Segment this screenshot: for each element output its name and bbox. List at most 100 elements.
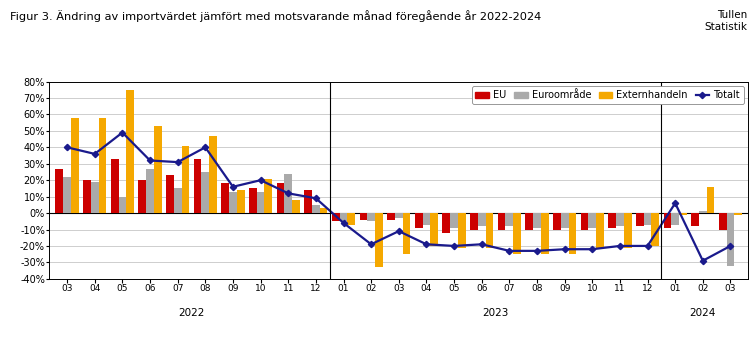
Bar bbox=[442, 213, 451, 233]
Bar bbox=[222, 184, 229, 213]
Bar bbox=[636, 213, 643, 226]
Bar bbox=[360, 213, 367, 220]
Bar bbox=[624, 213, 631, 248]
Bar bbox=[249, 188, 257, 213]
Bar bbox=[154, 126, 162, 213]
Bar bbox=[588, 213, 596, 228]
Bar bbox=[91, 182, 98, 213]
Bar bbox=[423, 213, 430, 225]
Totalt bbox=[201, 145, 210, 149]
Totalt bbox=[450, 244, 459, 248]
Bar bbox=[403, 213, 411, 254]
Bar bbox=[320, 208, 327, 213]
Bar bbox=[284, 174, 292, 213]
Legend: EU, Euroområde, Externhandeln, Totalt: EU, Euroområde, Externhandeln, Totalt bbox=[472, 86, 744, 104]
Bar bbox=[596, 213, 604, 248]
Bar bbox=[387, 213, 395, 220]
Bar bbox=[609, 213, 616, 228]
Bar bbox=[561, 213, 569, 228]
Totalt bbox=[587, 247, 596, 251]
Bar bbox=[581, 213, 588, 230]
Totalt bbox=[395, 229, 404, 233]
Totalt bbox=[145, 158, 154, 163]
Text: 2024: 2024 bbox=[689, 308, 716, 318]
Bar bbox=[229, 192, 237, 213]
Totalt bbox=[228, 185, 237, 189]
Bar bbox=[707, 187, 714, 213]
Bar bbox=[83, 180, 91, 213]
Totalt bbox=[699, 259, 708, 263]
Totalt bbox=[63, 145, 72, 149]
Bar bbox=[201, 172, 209, 213]
Totalt bbox=[477, 242, 486, 246]
Bar bbox=[652, 213, 659, 246]
Bar bbox=[209, 136, 217, 213]
Text: 2023: 2023 bbox=[482, 308, 509, 318]
Bar bbox=[691, 213, 699, 226]
Bar bbox=[679, 213, 686, 215]
Totalt bbox=[284, 191, 293, 196]
Bar bbox=[55, 169, 64, 213]
Bar bbox=[367, 213, 375, 221]
Totalt bbox=[90, 152, 99, 156]
Bar bbox=[312, 205, 320, 213]
Bar bbox=[664, 213, 671, 228]
Bar bbox=[643, 213, 652, 225]
Totalt bbox=[256, 178, 265, 182]
Bar bbox=[569, 213, 576, 254]
Bar bbox=[194, 159, 201, 213]
Totalt bbox=[367, 242, 376, 246]
Bar bbox=[506, 213, 513, 226]
Bar bbox=[497, 213, 506, 230]
Totalt bbox=[560, 247, 569, 251]
Bar bbox=[126, 90, 134, 213]
Text: Tullen
Statistik: Tullen Statistik bbox=[704, 10, 747, 32]
Bar bbox=[719, 213, 727, 230]
Bar bbox=[699, 211, 707, 213]
Bar bbox=[98, 118, 107, 213]
Totalt bbox=[339, 221, 348, 225]
Bar bbox=[138, 180, 146, 213]
Bar bbox=[292, 200, 300, 213]
Bar bbox=[71, 118, 79, 213]
Bar bbox=[174, 188, 181, 213]
Bar bbox=[166, 175, 174, 213]
Bar bbox=[277, 184, 284, 213]
Bar bbox=[265, 178, 272, 213]
Text: Figur 3. Ändring av importvärdet jämfört med motsvarande månad föregående år 202: Figur 3. Ändring av importvärdet jämfört… bbox=[10, 10, 541, 22]
Bar bbox=[415, 213, 423, 228]
Bar bbox=[458, 213, 466, 248]
Bar bbox=[430, 213, 438, 246]
Bar bbox=[727, 213, 734, 266]
Bar bbox=[553, 213, 561, 230]
Bar bbox=[533, 213, 541, 228]
Bar bbox=[146, 169, 154, 213]
Bar bbox=[375, 213, 383, 267]
Bar bbox=[451, 213, 458, 228]
Bar bbox=[257, 192, 265, 213]
Totalt bbox=[311, 196, 321, 200]
Totalt bbox=[671, 201, 680, 205]
Bar bbox=[525, 213, 533, 230]
Bar bbox=[734, 213, 742, 215]
Bar bbox=[395, 213, 403, 218]
Totalt bbox=[173, 160, 182, 164]
Totalt bbox=[118, 131, 127, 135]
Bar bbox=[304, 190, 312, 213]
Text: 2022: 2022 bbox=[178, 308, 205, 318]
Bar bbox=[64, 177, 71, 213]
Bar bbox=[616, 213, 624, 226]
Bar bbox=[339, 213, 347, 221]
Bar bbox=[347, 213, 355, 225]
Bar bbox=[470, 213, 478, 230]
Bar bbox=[485, 213, 494, 248]
Totalt bbox=[532, 249, 541, 253]
Bar bbox=[181, 146, 189, 213]
Bar bbox=[332, 213, 339, 221]
Bar bbox=[478, 213, 485, 226]
Totalt bbox=[422, 242, 431, 246]
Line: Totalt: Totalt bbox=[65, 130, 733, 263]
Bar bbox=[671, 213, 679, 225]
Bar bbox=[513, 213, 521, 254]
Totalt bbox=[615, 244, 624, 248]
